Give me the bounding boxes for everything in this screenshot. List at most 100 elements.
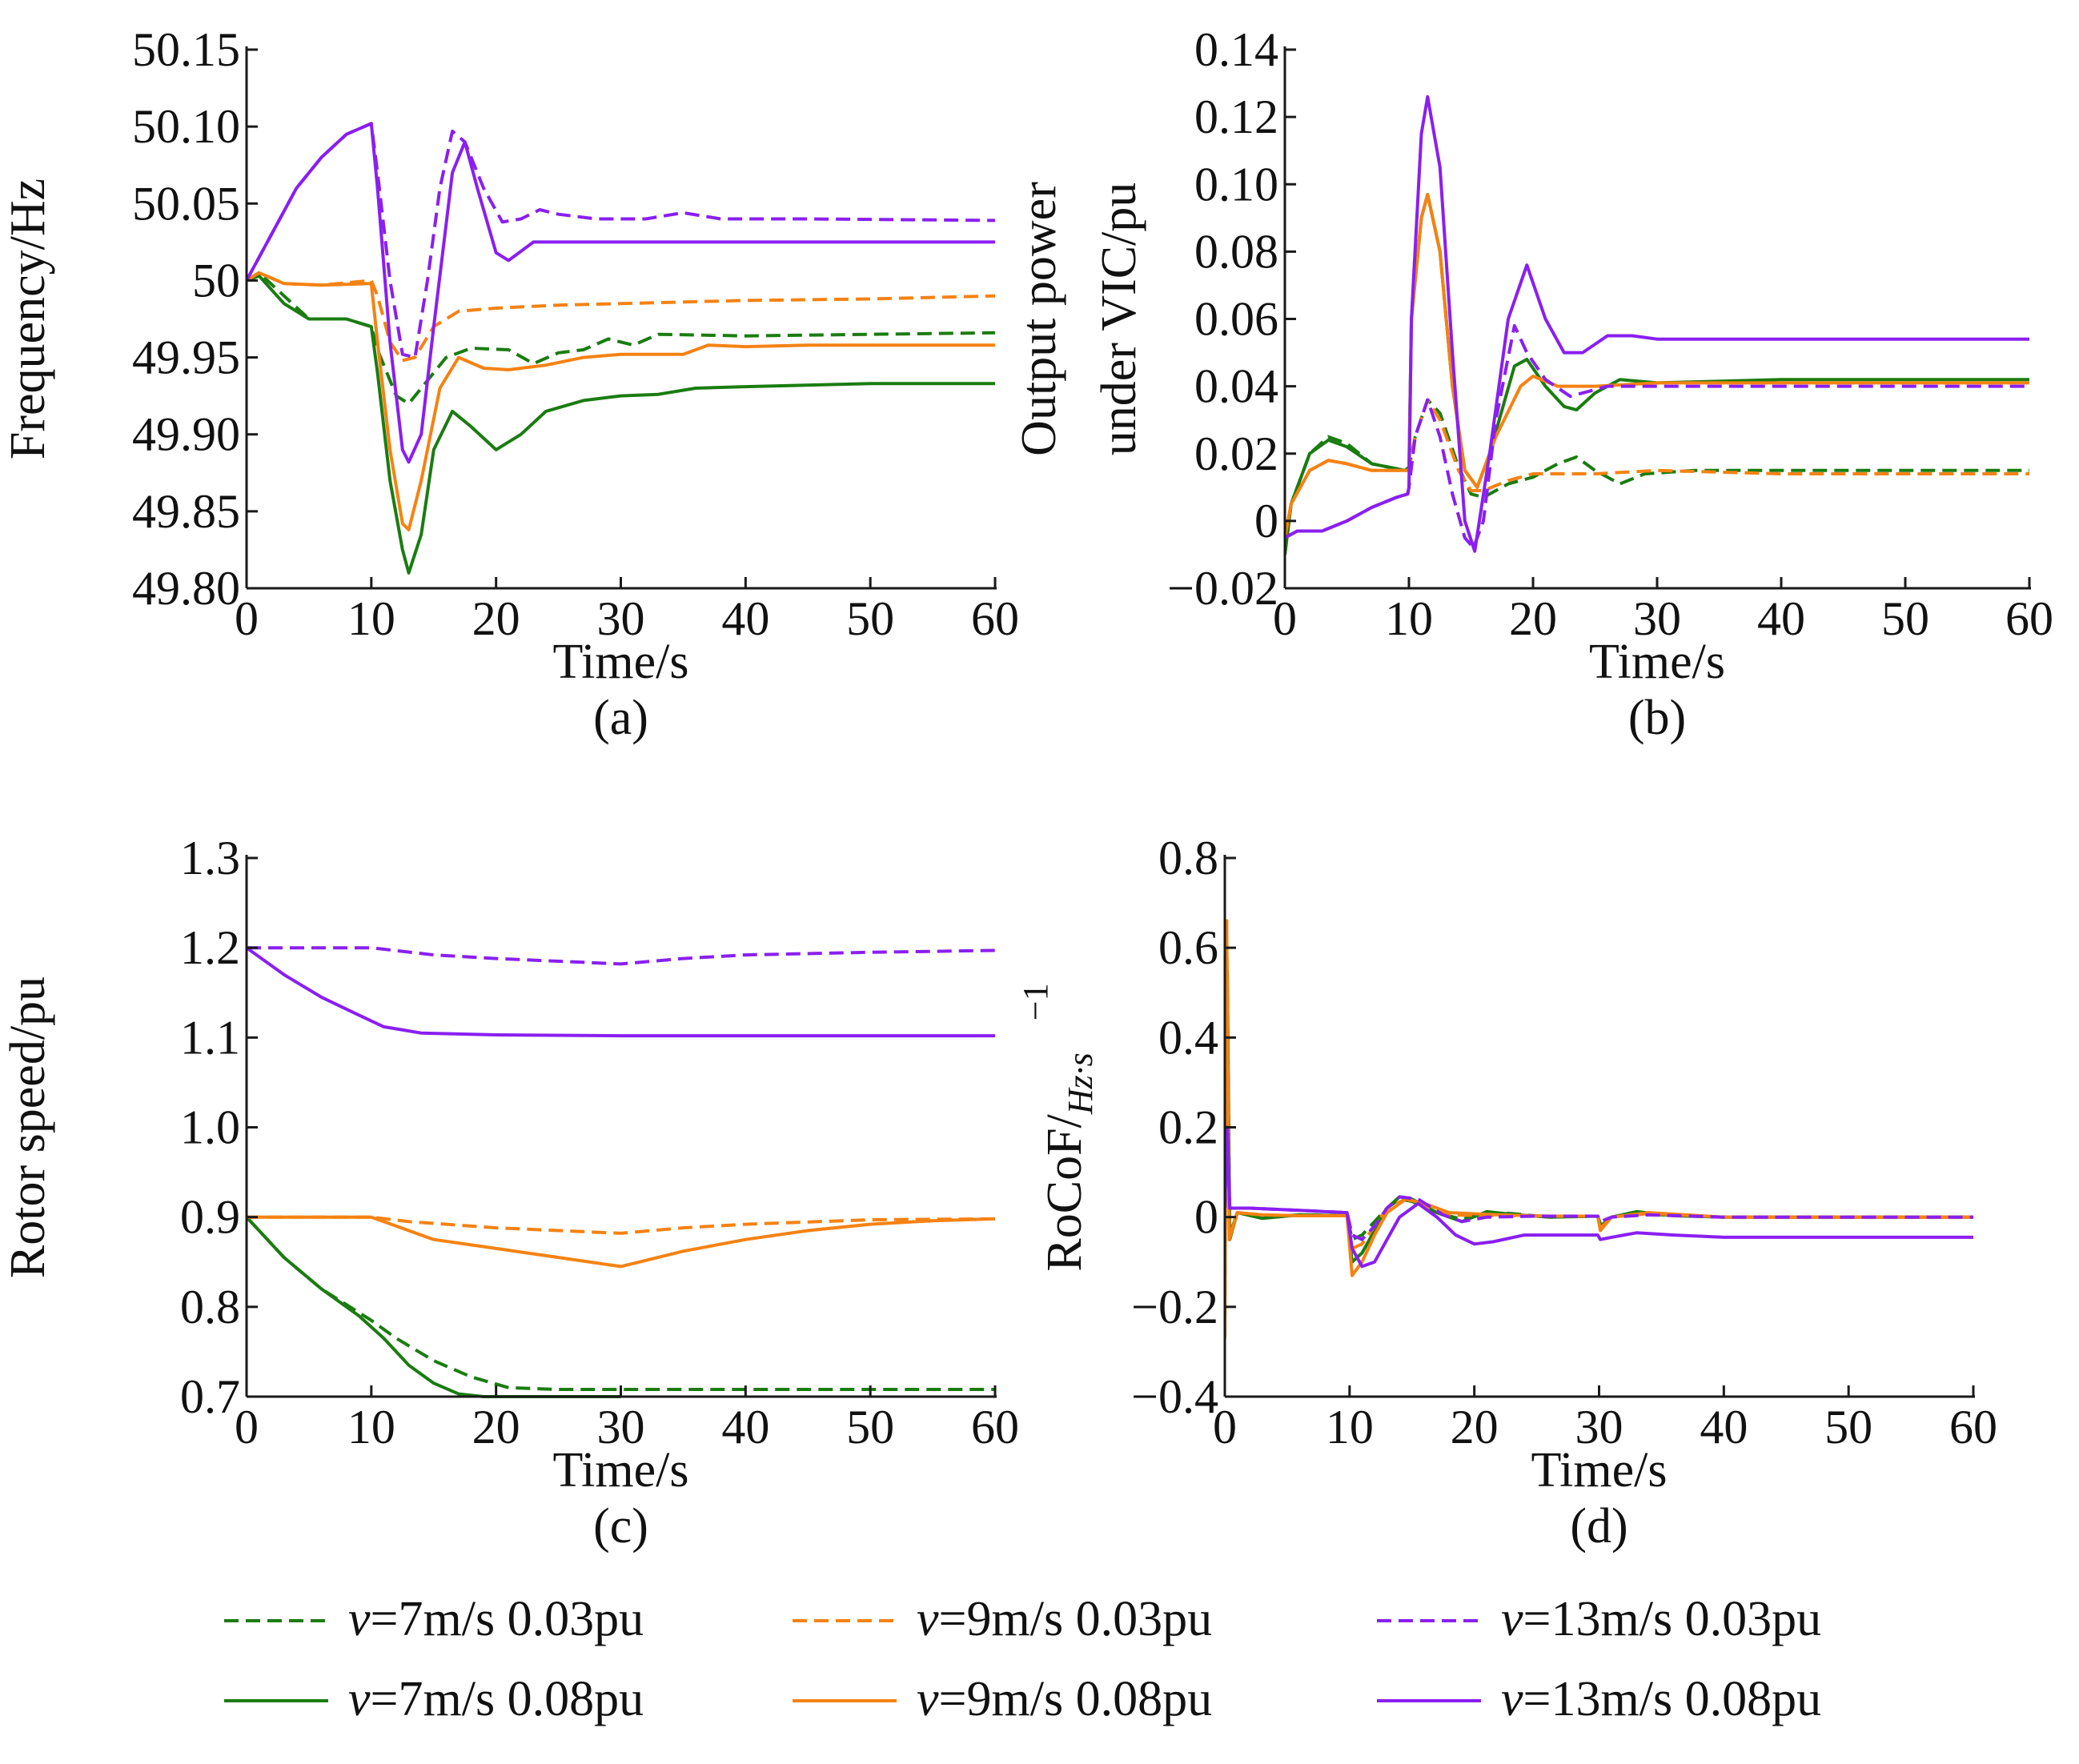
panel-caption: (a) (593, 691, 648, 745)
series-line-c-4 (247, 946, 996, 966)
legend-item-2: v=13m/s 0.03pu (1377, 1592, 1821, 1646)
x-tick-label: 40 (721, 592, 769, 645)
legend-label: v=13m/s 0.08pu (1501, 1672, 1821, 1726)
x-tick-label: 10 (1326, 1401, 1374, 1453)
series-line-d-3 (1225, 919, 1973, 1339)
x-tick-label: 30 (1575, 1401, 1623, 1453)
legend-item-0: v=7m/s 0.03pu (224, 1592, 644, 1646)
x-tick-label: 30 (597, 592, 645, 645)
legend-label: v=9m/s 0.08pu (917, 1672, 1212, 1726)
series-line-c-0 (247, 1216, 995, 1391)
legend-item-5: v=13m/s 0.08pu (1377, 1672, 1821, 1726)
y-tick-label: 0.02 (1194, 427, 1278, 480)
y-tick-label: 0.12 (1194, 90, 1278, 143)
x-axis-label: Time/s (552, 1443, 688, 1497)
legend: v=7m/s 0.03pu v=9m/s 0.03pu v=13m/s 0.03pu… (224, 1592, 1821, 1726)
series-group-a (247, 122, 996, 575)
chart-panel-d: −0.4 −0.2 0 0.2 0.4 0.6 0.8 0 10 20 30 40 50 60 Time/s… (1016, 832, 1997, 1554)
x-tick-label: 50 (1881, 592, 1929, 645)
y-tick-label: 0.14 (1194, 23, 1278, 76)
chart-panel-c: 0.7 0.8 0.9 1.0 1.1 1.2 1.3 0 10 20 30 40 50 60 Time/s… (1, 832, 1019, 1554)
series-line-a-3 (247, 271, 995, 531)
x-axis-label: Time/s (552, 635, 688, 689)
y-tick-label: 1.3 (180, 832, 240, 884)
series-line-b-1 (1285, 192, 2029, 555)
series-line-b-3 (1285, 192, 2029, 539)
y-tick-label: 50.15 (132, 23, 240, 76)
x-tick-label: 20 (472, 1401, 520, 1453)
y-tick-label: 50.05 (132, 177, 240, 230)
y-tick-label: 0.04 (1194, 360, 1278, 413)
y-tick-label: −0.4 (1131, 1370, 1218, 1423)
y-tick-label: 0.7 (180, 1370, 240, 1423)
y-tick-label: 0.8 (1158, 832, 1218, 884)
series-line-d-2 (1225, 919, 1973, 1339)
series-line-b-5 (1285, 94, 2029, 553)
series-line-d-5 (1225, 1125, 1973, 1269)
y-axis-label: Rotor speed/pu (1, 976, 55, 1278)
x-tick-label: 20 (472, 592, 520, 645)
y-tick-label: 0.6 (1158, 921, 1218, 974)
x-tick-label: 50 (846, 592, 894, 645)
chart-panel-a: 49.80 49.85 49.90 49.95 50 50.05 50.10 50.15 0 10… (1, 23, 1019, 745)
x-tick-label: 50 (846, 1401, 894, 1453)
series-line-a-5 (247, 122, 995, 464)
legend-item-3: v=7m/s 0.08pu (224, 1672, 644, 1726)
legend-item-4: v=9m/s 0.08pu (793, 1672, 1212, 1726)
x-axis-label: Time/s (1531, 1443, 1667, 1497)
legend-label: v=13m/s 0.03pu (1501, 1592, 1821, 1646)
y-tick-label: 50.10 (132, 100, 240, 153)
series-line-b-0 (1285, 398, 2029, 555)
series-group-c (247, 946, 996, 1398)
series-line-a-0 (247, 271, 996, 406)
legend-label: v=9m/s 0.03pu (917, 1592, 1212, 1646)
y-tick-label: 50 (192, 254, 240, 307)
series-line-c-2 (247, 1215, 996, 1235)
x-tick-label: 40 (721, 1401, 769, 1453)
series-group-d (1225, 919, 1973, 1339)
series-line-a-2 (247, 271, 996, 363)
x-tick-label: 10 (347, 1401, 395, 1453)
x-tick-label: 60 (2005, 592, 2053, 645)
series-group-b (1285, 94, 2029, 555)
y-tick-label: 49.85 (132, 485, 240, 538)
y-axis-label: RoCoF/Hz·s−1 (1016, 983, 1100, 1271)
y-tick-label: 49.90 (132, 408, 240, 461)
x-tick-label: 0 (235, 592, 259, 645)
y-tick-label: 1.0 (180, 1101, 240, 1154)
y-tick-label: 0.2 (1158, 1101, 1218, 1154)
x-axis-label: Time/s (1589, 635, 1725, 689)
legend-label: v=7m/s 0.08pu (348, 1672, 644, 1726)
x-tick-label: 0 (1213, 1401, 1237, 1453)
x-tick-label: 0 (1273, 592, 1297, 645)
y-tick-label: 0.4 (1158, 1011, 1218, 1064)
panel-caption: (c) (593, 1499, 648, 1554)
x-tick-label: 20 (1451, 1401, 1499, 1453)
legend-item-1: v=9m/s 0.03pu (793, 1592, 1212, 1646)
x-tick-label: 60 (971, 1401, 1019, 1453)
series-line-c-1 (247, 1216, 621, 1398)
y-tick-label: 1.2 (180, 921, 240, 974)
y-tick-label: 0.9 (180, 1191, 240, 1244)
y-tick-label: −0.2 (1131, 1281, 1218, 1333)
y-tick-label: 1.1 (180, 1011, 240, 1064)
y-tick-label: 49.95 (132, 331, 240, 384)
x-tick-label: 10 (347, 592, 395, 645)
series-line-b-4 (1285, 323, 2029, 550)
x-tick-label: 0 (235, 1401, 259, 1453)
y-tick-label: 0.08 (1194, 225, 1278, 278)
panel-caption: (d) (1570, 1499, 1627, 1554)
y-tick-label: 0.8 (180, 1281, 240, 1333)
x-tick-label: 60 (1949, 1401, 1997, 1453)
x-tick-label: 40 (1757, 592, 1805, 645)
x-tick-label: 30 (597, 1401, 645, 1453)
y-axis-label-line2: under VIC/pu (1092, 182, 1146, 456)
legend-label: v=7m/s 0.03pu (348, 1592, 644, 1646)
x-tick-label: 10 (1385, 592, 1433, 645)
y-axis-label-line1: Output power (1012, 182, 1066, 456)
x-tick-label: 30 (1633, 592, 1681, 645)
x-tick-label: 50 (1824, 1401, 1872, 1453)
series-line-a-1 (247, 274, 995, 575)
